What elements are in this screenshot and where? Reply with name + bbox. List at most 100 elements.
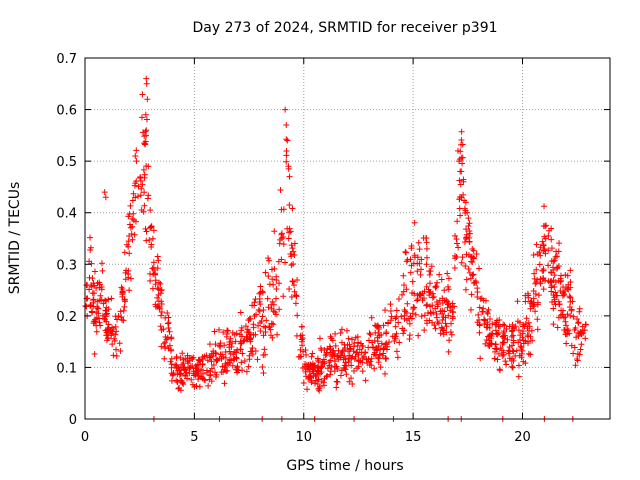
data-point	[457, 168, 464, 175]
data-point	[492, 327, 499, 334]
data-point	[305, 375, 312, 382]
data-point	[164, 309, 171, 316]
data-point	[488, 341, 495, 348]
data-point	[505, 350, 512, 357]
data-point	[273, 286, 280, 293]
data-point	[198, 366, 205, 373]
data-point	[374, 322, 381, 329]
data-point	[256, 295, 263, 302]
data-point	[350, 367, 357, 374]
data-point	[519, 330, 526, 337]
data-point	[121, 249, 128, 256]
data-point	[431, 322, 438, 329]
data-point	[379, 352, 386, 359]
data-point	[157, 323, 164, 330]
data-point	[574, 357, 581, 364]
data-point	[266, 323, 273, 330]
data-point	[385, 320, 392, 327]
data-point	[139, 181, 146, 188]
data-point	[292, 300, 299, 307]
data-point	[426, 303, 433, 310]
data-point	[548, 245, 555, 252]
data-point	[280, 293, 287, 300]
data-point	[315, 358, 322, 365]
data-point	[402, 248, 409, 255]
data-point	[195, 372, 202, 379]
data-point	[416, 246, 423, 253]
data-point	[158, 343, 165, 350]
data-point	[130, 190, 137, 197]
data-point	[271, 265, 278, 272]
data-point	[98, 260, 105, 267]
data-point	[265, 273, 272, 280]
data-point	[291, 251, 298, 258]
data-point	[125, 213, 132, 220]
data-point	[495, 350, 502, 357]
data-point	[241, 337, 248, 344]
data-point	[280, 241, 287, 248]
data-point	[447, 328, 454, 335]
data-point	[158, 312, 165, 319]
data-point	[567, 312, 574, 319]
data-point	[582, 335, 589, 342]
data-point	[283, 136, 290, 143]
data-point	[453, 236, 460, 243]
data-point	[289, 205, 296, 212]
data-point	[372, 352, 379, 359]
data-point	[289, 245, 296, 252]
data-point	[274, 331, 281, 338]
data-point	[166, 342, 173, 349]
data-point	[461, 205, 468, 212]
data-point	[411, 219, 418, 226]
data-point	[102, 297, 109, 304]
data-point	[345, 358, 352, 365]
data-point	[305, 364, 312, 371]
data-point	[120, 317, 127, 324]
data-point	[327, 333, 334, 340]
data-point	[496, 367, 503, 374]
data-point	[217, 343, 224, 350]
data-point	[574, 315, 581, 322]
data-point	[426, 268, 433, 275]
data-point	[197, 358, 204, 365]
data-point	[531, 301, 538, 308]
data-point	[545, 232, 552, 239]
data-point	[476, 304, 483, 311]
data-point	[95, 305, 102, 312]
data-point	[148, 224, 155, 231]
data-point	[256, 308, 263, 315]
data-point	[233, 330, 240, 337]
data-point	[288, 262, 295, 269]
x-axis-label: GPS time / hours	[286, 458, 403, 474]
data-point	[324, 372, 331, 379]
data-point	[147, 270, 154, 277]
data-point	[522, 298, 529, 305]
data-point	[247, 331, 254, 338]
data-point	[188, 355, 195, 362]
data-point	[142, 111, 149, 118]
data-point	[143, 162, 150, 169]
data-point	[243, 368, 250, 375]
data-point	[294, 312, 301, 319]
data-point	[283, 158, 290, 165]
data-point	[543, 222, 550, 229]
data-point	[527, 305, 534, 312]
data-point	[267, 326, 274, 333]
data-point	[138, 185, 145, 192]
data-point	[260, 332, 267, 339]
data-point	[503, 361, 510, 368]
data-point	[108, 332, 115, 339]
data-point	[278, 235, 285, 242]
data-point	[514, 318, 521, 325]
data-point	[143, 116, 150, 123]
data-point	[152, 277, 159, 284]
data-point	[526, 323, 533, 330]
data-point	[458, 154, 465, 161]
data-point	[210, 362, 217, 369]
data-point	[508, 363, 515, 370]
data-point	[93, 322, 100, 329]
data-point	[103, 310, 110, 317]
data-point	[94, 303, 101, 310]
data-point	[280, 206, 287, 213]
data-point	[211, 328, 218, 335]
